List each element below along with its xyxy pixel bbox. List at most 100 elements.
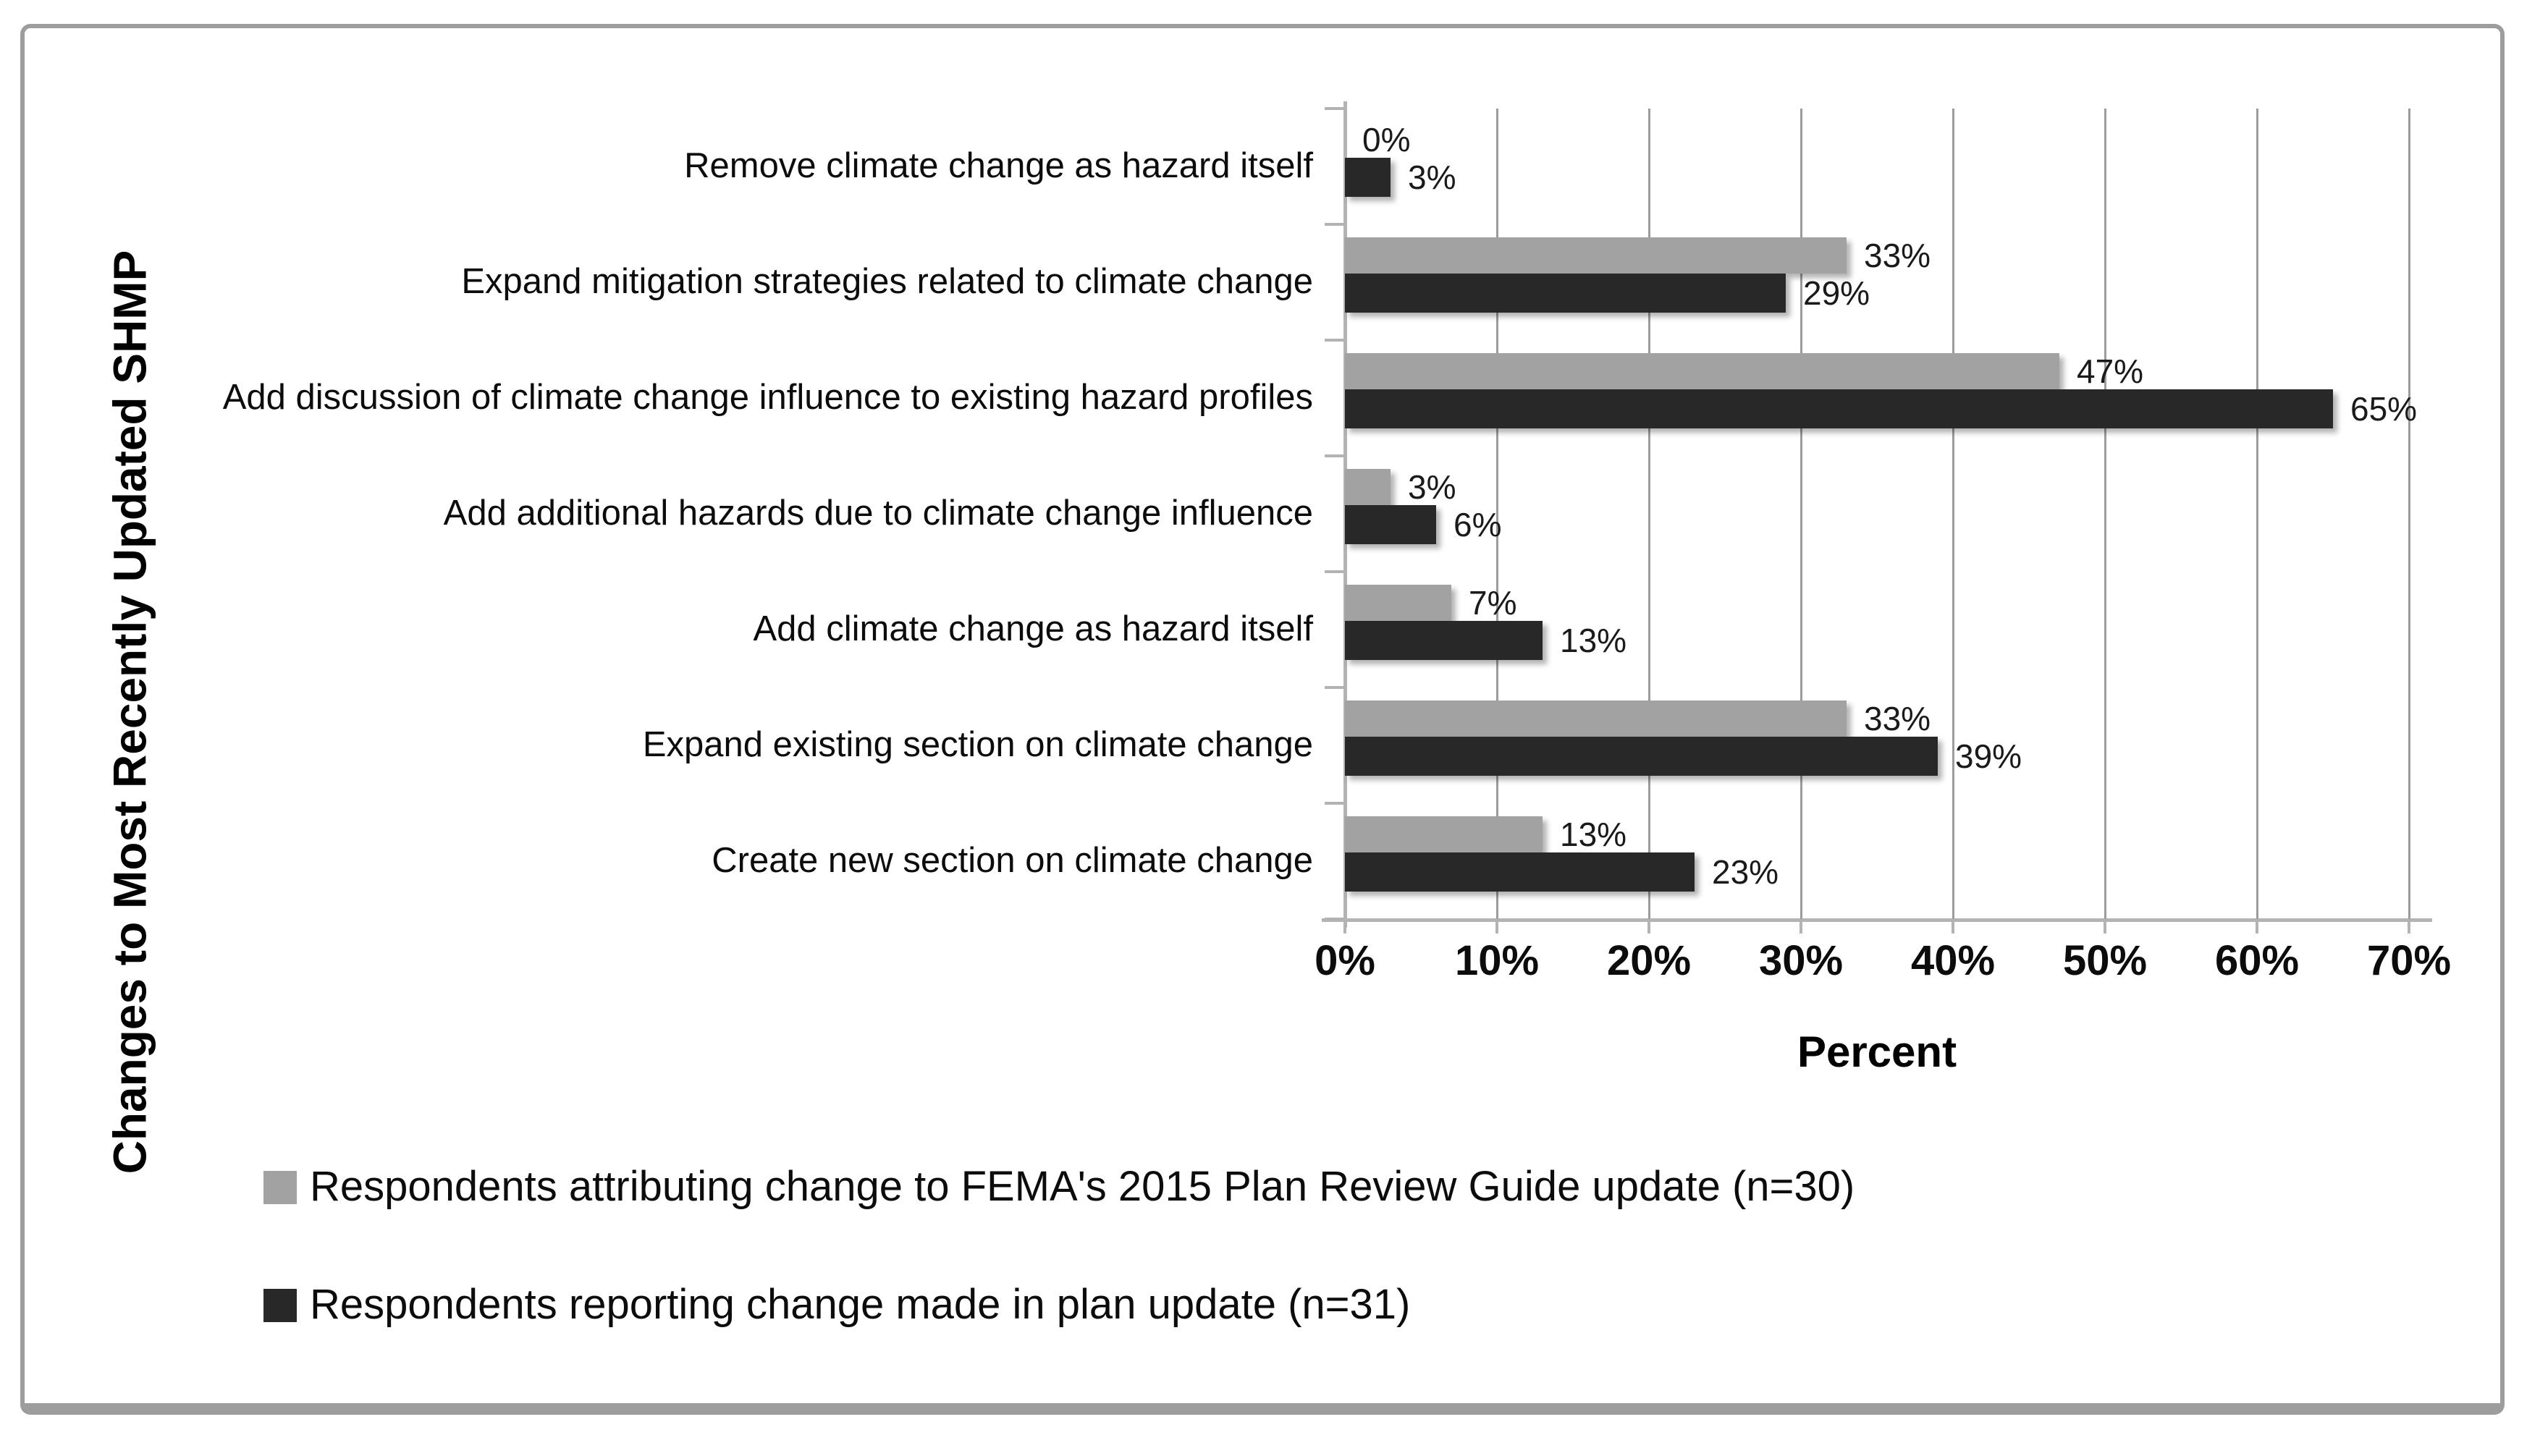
bar-row: 65% [1345, 389, 2417, 428]
gridline [2256, 109, 2258, 919]
bar-row: 23% [1345, 852, 2409, 892]
bar-value-label: 23% [1712, 853, 1779, 891]
series-1-bar [1345, 852, 1695, 892]
bar-value-label: 47% [2077, 352, 2144, 390]
bar-row: 3% [1345, 158, 2409, 197]
bar-row: 0% [1345, 121, 2409, 158]
bar-value-label: 39% [1955, 737, 2022, 775]
y-axis-tick [1325, 802, 1345, 805]
bar-value-label: 13% [1560, 622, 1627, 659]
category-label-text: Expand existing section on climate chang… [642, 725, 1313, 765]
bar-value-label: 13% [1560, 816, 1627, 853]
bar-value-label: 7% [1469, 584, 1517, 622]
gridline [1495, 109, 1498, 919]
bar-row: 7% [1345, 584, 2409, 622]
category-label: Add climate change as hazard itself [111, 572, 1313, 687]
x-tick-label: 40% [1910, 937, 1996, 984]
bar-group: 33% 29% [1345, 224, 2409, 340]
category-label: Expand mitigation strategies related to … [111, 224, 1313, 340]
series-1-bar [1345, 737, 1938, 776]
series-0-bar [1345, 585, 1451, 621]
chart-figure: Changes to Most Recently Updated SHMP Re… [20, 24, 2505, 1415]
bar-group: 33% 39% [1345, 687, 2409, 803]
x-axis-tick [1951, 922, 1954, 934]
legend-item: Respondents reporting change made in pla… [263, 1279, 1855, 1332]
bar-row: 3% [1345, 468, 2409, 506]
x-axis-tick [1495, 922, 1498, 934]
category-label: Add discussion of climate change influen… [111, 340, 1313, 456]
y-axis-tick [1325, 918, 1345, 920]
bar-row: 6% [1345, 505, 2409, 544]
category-label: Add additional hazards due to climate ch… [111, 456, 1313, 572]
bar-value-label: 65% [2350, 390, 2418, 428]
gridline [2408, 109, 2410, 919]
legend: Respondents attributing change to FEMA's… [263, 1161, 1855, 1396]
series-1-bar [1345, 621, 1543, 660]
bar-group: 47% 65% [1345, 340, 2417, 456]
x-axis-title: Percent [1797, 1028, 1957, 1076]
bar-value-label: 33% [1864, 237, 1931, 274]
x-axis-tick [1799, 922, 1802, 934]
gridline [1800, 109, 1802, 919]
bar-value-label: 0% [1362, 121, 1411, 158]
plot-area: 0% 3% 33% 29% 47% 65% 3% 6% 7% 13% 33% 39% 13% 23% [1322, 101, 2432, 934]
x-axis-tick [2256, 922, 2258, 934]
x-tick-label: 0% [1315, 937, 1375, 984]
legend-swatch-gray [263, 1171, 297, 1204]
x-tick-label: 60% [2214, 937, 2300, 984]
series-0-bar [1345, 816, 1543, 852]
bar-row: 39% [1345, 737, 2409, 776]
series-0-bar [1345, 237, 1847, 274]
x-axis-line [1322, 918, 2432, 922]
x-tick-label: 20% [1606, 937, 1692, 984]
legend-label: Respondents attributing change to FEMA's… [310, 1163, 1855, 1210]
bar-row: 33% [1345, 237, 2409, 274]
x-tick-labels: 0% 10% 20% 30% 40% 50% 60% 70% [1315, 936, 2451, 994]
x-axis-tick [1343, 922, 1346, 934]
bar-group: 0% 3% [1345, 109, 2409, 224]
bar-row: 29% [1345, 274, 2409, 313]
bar-group: 3% 6% [1345, 456, 2409, 572]
y-axis-tick [1325, 686, 1345, 689]
bar-group: 13% 23% [1345, 803, 2409, 919]
legend-swatch-dark [263, 1288, 297, 1322]
x-axis-tick [2408, 922, 2410, 934]
category-label-text: Add additional hazards due to climate ch… [443, 494, 1313, 533]
series-0-bar [1345, 701, 1847, 737]
x-axis-tick [2104, 922, 2106, 934]
series-1-bar [1345, 274, 1786, 313]
category-label-text: Expand mitigation strategies related to … [461, 262, 1313, 302]
bar-value-label: 29% [1802, 274, 1870, 312]
category-label-text: Add climate change as hazard itself [753, 609, 1313, 649]
x-tick-label: 10% [1454, 937, 1540, 984]
bar-row: 33% [1345, 700, 2409, 737]
bar-row: 47% [1345, 352, 2409, 390]
y-axis-tick [1325, 570, 1345, 573]
series-0-bar [1345, 353, 2059, 389]
legend-item: Respondents attributing change to FEMA's… [263, 1161, 1855, 1214]
category-label: Create new section on climate change [111, 803, 1313, 919]
series-1-bar [1345, 389, 2333, 428]
series-0-bar [1345, 469, 1391, 505]
y-axis-tick [1325, 338, 1345, 342]
gridline [1647, 109, 1650, 919]
bar-value-label: 3% [1408, 468, 1456, 506]
gridline [2104, 109, 2106, 919]
y-axis-tick [1325, 454, 1345, 457]
x-tick-label: 30% [1758, 937, 1844, 984]
x-axis-tick [1647, 922, 1650, 934]
bar-value-label: 33% [1864, 700, 1931, 737]
x-tick-label: 70% [2366, 937, 2452, 984]
category-label-text: Add discussion of climate change influen… [222, 378, 1313, 418]
category-label-text: Remove climate change as hazard itself [684, 146, 1313, 186]
x-tick-label: 50% [2062, 937, 2148, 984]
category-label-text: Create new section on climate change [712, 841, 1313, 881]
bar-group: 7% 13% [1345, 572, 2409, 687]
bar-row: 13% [1345, 816, 2409, 853]
category-label: Expand existing section on climate chang… [111, 687, 1313, 803]
bar-value-label: 6% [1453, 506, 1502, 543]
series-1-bar [1345, 158, 1391, 197]
gridline [1952, 109, 1954, 919]
legend-label: Respondents reporting change made in pla… [310, 1280, 1411, 1328]
